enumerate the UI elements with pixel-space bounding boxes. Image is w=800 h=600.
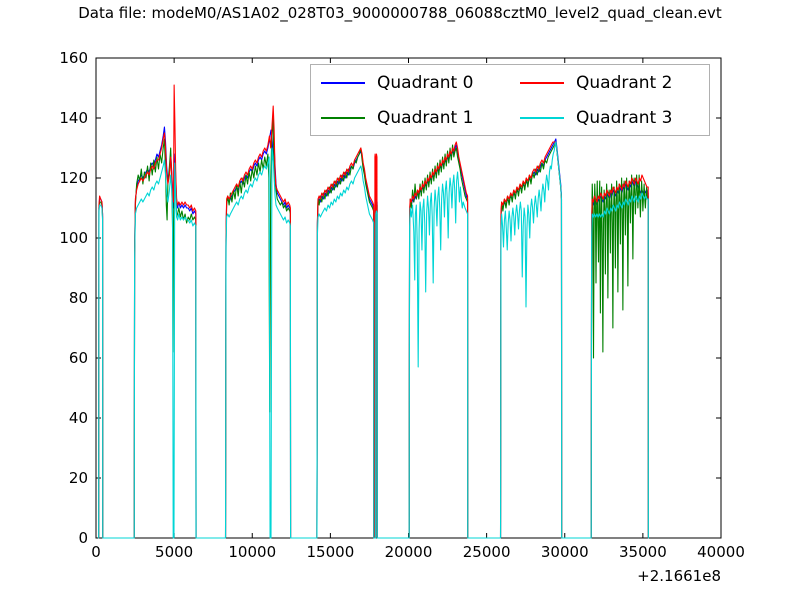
svg-text:5000: 5000 [155,543,193,561]
svg-text:25000: 25000 [463,543,511,561]
svg-text:60: 60 [69,349,88,367]
legend-entry-2: Quadrant 1 [311,108,510,128]
svg-text:40: 40 [69,409,88,427]
legend-entry-0: Quadrant 0 [311,73,510,93]
svg-text:+2.1661e8: +2.1661e8 [637,567,721,585]
legend-label-2: Quadrant 1 [377,107,474,128]
page-title: Data file: modeM0/AS1A02_028T03_90000007… [78,4,722,22]
svg-text:0: 0 [91,543,101,561]
svg-text:40000: 40000 [697,543,745,561]
legend-label-3: Quadrant 3 [576,107,673,128]
series-line-quadrant-3 [98,141,649,539]
svg-text:30000: 30000 [541,543,589,561]
line-swatch-red [520,81,564,84]
svg-text:15000: 15000 [307,543,355,561]
svg-text:20: 20 [69,469,88,487]
svg-text:10000: 10000 [228,543,276,561]
svg-text:120: 120 [59,169,88,187]
legend: Quadrant 0 Quadrant 2 Quadrant 1 Quadrant 3 [310,64,710,136]
legend-entry-3: Quadrant 3 [510,108,709,128]
line-swatch-blue [321,81,365,84]
svg-text:160: 160 [59,49,88,67]
svg-text:0: 0 [78,529,88,547]
legend-label-1: Quadrant 2 [576,72,673,93]
line-swatch-cyan [520,116,564,119]
svg-text:35000: 35000 [619,543,667,561]
line-swatch-green [321,116,365,119]
svg-text:20000: 20000 [385,543,433,561]
svg-text:100: 100 [59,229,88,247]
data-series-group [98,84,649,539]
svg-text:80: 80 [69,289,88,307]
svg-text:140: 140 [59,109,88,127]
axis-tick-labels: 0 5000 10000 15000 20000 25000 30000 35000 40000… [59,49,745,585]
legend-entry-1: Quadrant 2 [510,73,709,93]
legend-label-0: Quadrant 0 [377,72,474,93]
legend-grid: Quadrant 0 Quadrant 2 Quadrant 1 Quadrant 3 [311,65,709,135]
